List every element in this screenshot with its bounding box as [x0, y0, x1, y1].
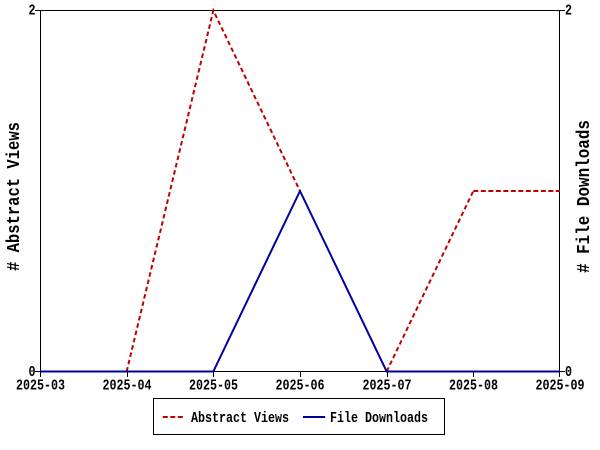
svg-text:# Abstract Views: # Abstract Views	[5, 122, 25, 271]
svg-text:2025-04: 2025-04	[103, 378, 152, 395]
svg-text:0: 0	[565, 364, 572, 381]
svg-text:File Downloads: File Downloads	[330, 410, 428, 427]
svg-text:2025-03: 2025-03	[16, 378, 65, 395]
svg-text:2025-06: 2025-06	[276, 378, 325, 395]
svg-text:2025-08: 2025-08	[449, 378, 498, 395]
svg-text:Abstract Views: Abstract Views	[191, 410, 289, 427]
svg-text:2025-05: 2025-05	[189, 378, 238, 395]
svg-text:2: 2	[29, 3, 36, 20]
svg-text:2: 2	[565, 3, 572, 20]
svg-text:2025-09: 2025-09	[536, 378, 585, 395]
svg-text:0: 0	[29, 364, 36, 381]
svg-text:2025-07: 2025-07	[363, 378, 412, 395]
svg-text:# File Downloads: # File Downloads	[575, 120, 595, 273]
